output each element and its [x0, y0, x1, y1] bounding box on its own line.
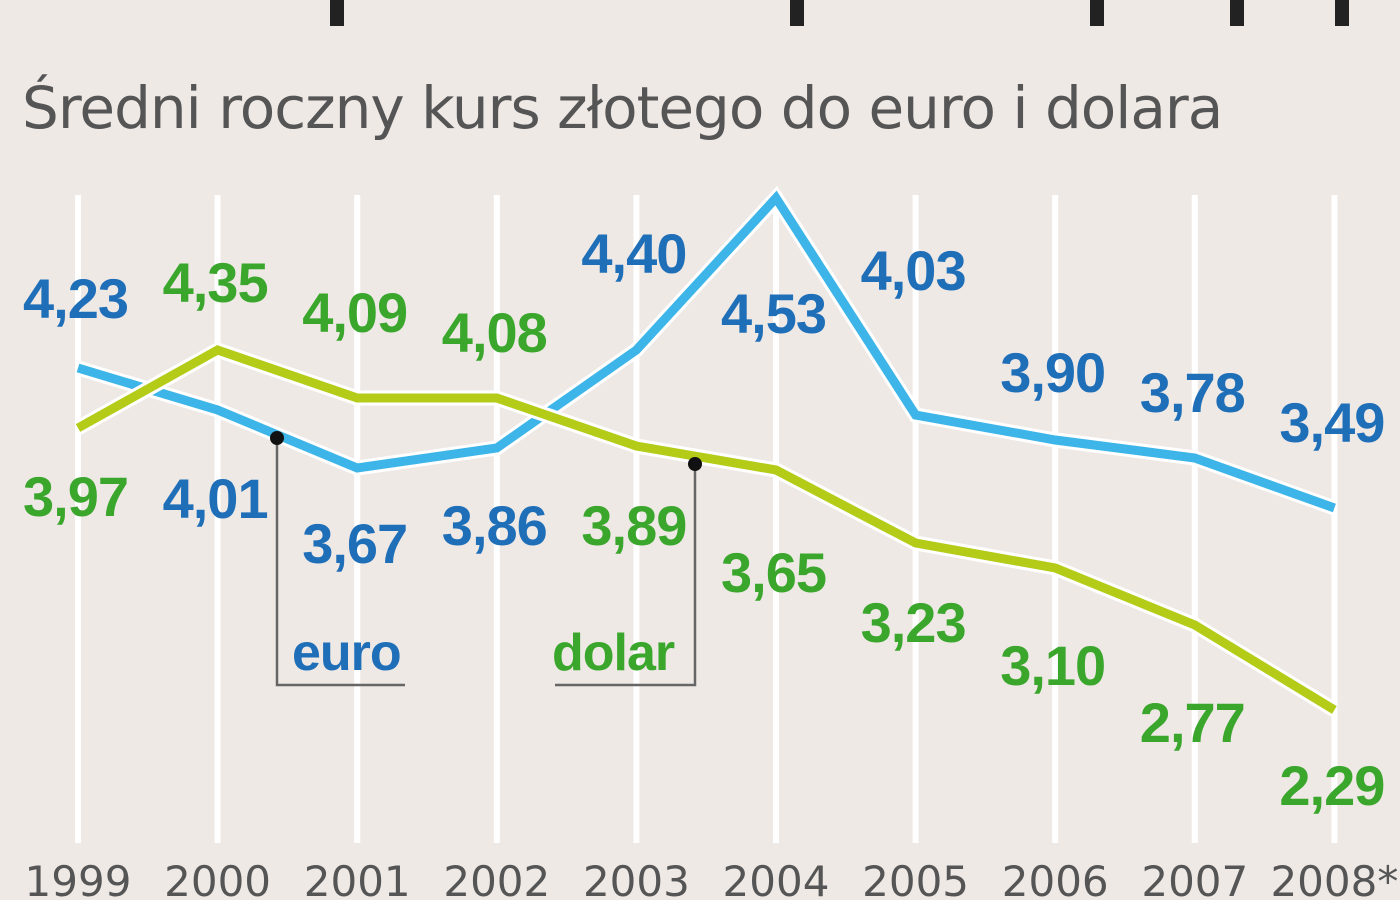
x-tick-label: 1999	[25, 857, 132, 900]
data-label-dolar: 2,77	[1140, 691, 1245, 754]
data-label-dolar: 4,09	[302, 281, 407, 344]
x-tick-label: 2004	[723, 857, 830, 900]
legend-connector-dolar	[555, 464, 697, 687]
grid	[75, 195, 1338, 843]
data-label-dolar: 3,97	[23, 465, 128, 528]
x-tick-label: 2002	[443, 857, 550, 900]
data-label-euro: 3,78	[1140, 361, 1245, 424]
data-label-euro: 4,40	[581, 222, 686, 285]
chart-title: Średni roczny kurs złotego do euro i dol…	[22, 73, 1222, 142]
data-label-euro: 4,53	[721, 282, 826, 345]
data-label-euro: 4,03	[861, 239, 966, 302]
data-label-dolar: 2,29	[1279, 754, 1384, 817]
data-label-dolar: 4,08	[442, 301, 547, 364]
legend-dot-euro	[270, 431, 284, 445]
data-label-euro: 3,67	[302, 512, 407, 575]
x-tick-label: 2003	[583, 857, 690, 900]
data-label-euro: 3,90	[1000, 341, 1105, 404]
data-labels: 4,23 4,01 3,67 3,86 4,40 4,53 4,03 3,90 3,78 3,49…	[23, 222, 1385, 817]
legend: euro dolar	[292, 624, 676, 682]
legend-dot-dolar	[688, 457, 702, 471]
series-line-euro	[76, 190, 1336, 513]
legend-connector-euro	[275, 438, 405, 687]
x-tick-label: 2005	[862, 857, 969, 900]
headline-fragment	[330, 0, 1349, 26]
legend-connectors	[270, 431, 702, 687]
legend-label-euro: euro	[292, 624, 401, 682]
data-label-euro: 4,23	[23, 267, 128, 330]
data-label-euro: 3,49	[1279, 391, 1384, 454]
x-tick-label: 2006	[1002, 857, 1109, 900]
legend-label-dolar: dolar	[552, 624, 675, 682]
data-label-dolar: 4,35	[163, 251, 268, 314]
data-label-dolar: 3,89	[581, 494, 686, 557]
data-label-dolar: 3,65	[721, 541, 826, 604]
x-tick-label: 2001	[304, 857, 411, 900]
series-line-dolar	[75, 345, 1337, 714]
series-lines	[74, 185, 1339, 717]
x-tick-label: 2000	[164, 857, 271, 900]
data-label-euro: 4,01	[163, 467, 268, 530]
data-label-dolar: 3,10	[1000, 634, 1105, 697]
data-label-dolar: 3,23	[861, 591, 966, 654]
data-label-euro: 3,86	[442, 494, 547, 557]
x-tick-label: 2007	[1141, 857, 1248, 900]
x-axis: 1999 2000 2001 2002 2003 2004 2005 2006 2007 2008…	[25, 857, 1399, 900]
x-tick-label: 2008*	[1270, 857, 1398, 900]
